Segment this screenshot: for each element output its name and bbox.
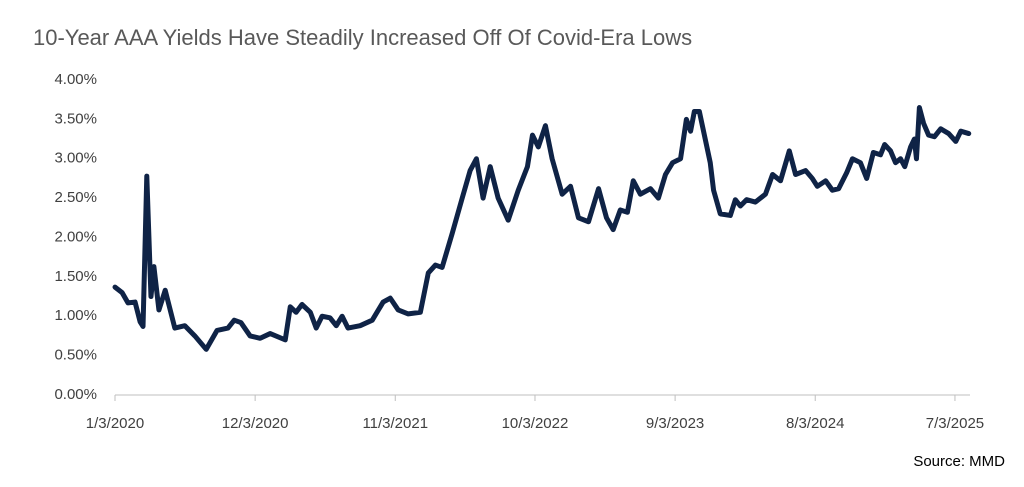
x-tick-label: 11/3/2021 [362, 415, 428, 432]
y-tick-label: 0.50% [54, 347, 97, 364]
y-tick-label: 3.00% [54, 150, 97, 167]
x-tick-label: 9/3/2023 [646, 415, 704, 432]
x-tick-label: 8/3/2024 [786, 415, 844, 432]
y-tick-label: 0.00% [54, 386, 97, 403]
x-tick-label: 10/3/2022 [502, 415, 569, 432]
y-tick-label: 3.50% [54, 110, 97, 127]
y-tick-label: 2.50% [54, 189, 97, 206]
x-tick-label: 7/3/2025 [926, 415, 984, 432]
y-tick-label: 1.00% [54, 307, 97, 324]
chart-title: 10-Year AAA Yields Have Steadily Increas… [33, 25, 692, 50]
y-tick-label: 1.50% [54, 268, 97, 285]
data-line [112, 105, 972, 352]
source-note: Source: MMD [913, 453, 1005, 470]
y-tick-label: 2.00% [54, 228, 97, 245]
x-tick-label: 12/3/2020 [222, 415, 289, 432]
x-tick-label: 1/3/2020 [86, 415, 144, 432]
y-tick-label: 4.00% [54, 71, 97, 88]
